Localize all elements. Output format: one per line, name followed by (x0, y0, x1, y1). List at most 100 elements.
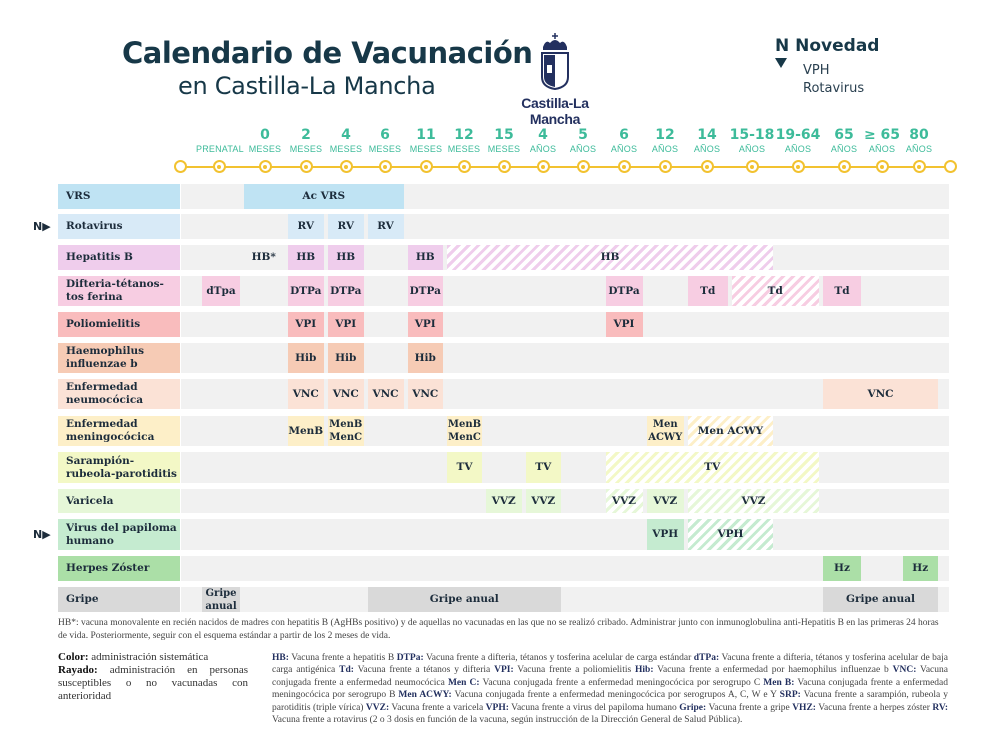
vaccine-dose-cell: HB* (251, 251, 276, 263)
abbreviation-description: Vacuna frente a herpes zóster (815, 702, 933, 713)
age-column-header: PRENATAL (196, 127, 244, 154)
abbreviation-description: Vacuna conjugada frente a enfermedad men… (451, 690, 780, 701)
vaccine-dose-cell: VPI (328, 312, 364, 337)
age-number: 5 (578, 127, 588, 143)
abbreviation: dTPa: (693, 653, 720, 663)
abbreviation-description: Vacuna frente a tétanos y difteria (353, 665, 495, 676)
age-unit: AÑOS (569, 144, 597, 154)
vaccine-dose-cell: Hz (902, 556, 938, 581)
timeline-dot (258, 160, 272, 173)
age-unit: AÑOS (651, 144, 679, 154)
age-number: 4 (341, 127, 351, 143)
timeline-dot (791, 160, 805, 173)
abbreviation: VNC: (892, 665, 917, 676)
age-column-header: ≥ 65 AÑOS (859, 127, 905, 154)
vaccine-dose-cell: VNC (407, 379, 443, 409)
age-number: 2 (301, 127, 311, 143)
abbreviation-description: Vacuna frente a difteria, tétanos y tosf… (423, 653, 694, 663)
hb-footnote: HB*: vacuna monovalente en recién nacido… (58, 618, 939, 641)
row-label: Virus del papiloma humano (58, 519, 180, 550)
age-number: 80 (909, 127, 929, 143)
row-label: Enfermedad meningocócica (58, 416, 180, 446)
vaccine-dose-cell: Hib (287, 343, 324, 373)
age-unit: MESES (289, 144, 323, 154)
abbreviations-legend: HB: Vacuna frente a hepatitis B DTPa: Va… (272, 652, 948, 726)
vaccine-dose-cell: VVZ (605, 489, 643, 513)
abbreviation: Gripe: (679, 702, 707, 713)
age-number: 15-18 (729, 127, 775, 143)
age-number: ≥ 65 (863, 127, 901, 143)
age-unit: MESES (368, 144, 402, 154)
vaccine-dose-cell: DTPa (605, 276, 643, 306)
age-unit: AÑOS (610, 144, 638, 154)
timeline-dot (617, 160, 631, 173)
age-column-header: 6 MESES (362, 127, 408, 154)
age-unit: AÑOS (693, 144, 721, 154)
age-unit: MESES (447, 144, 481, 154)
abbreviation: VHZ: (792, 702, 816, 713)
vaccine-dose-cell: Td (823, 276, 861, 306)
vaccine-dose-cell: HB (407, 245, 443, 270)
abbreviation-description: Vacuna frente a poliomielitis (513, 665, 636, 676)
age-unit: AÑOS (738, 144, 766, 154)
hatch-label: Rayado: (58, 664, 98, 676)
age-unit: AÑOS (868, 144, 896, 154)
timeline-dot (212, 160, 226, 173)
age-number: 4 (538, 127, 548, 143)
age-column-header: 6 AÑOS (601, 127, 647, 154)
abbreviation: Td: (339, 665, 354, 676)
age-column-header: 11 MESES (403, 127, 449, 154)
vaccine-dose-cell: Gripe anual (367, 587, 561, 612)
age-number: 12 (655, 127, 675, 143)
timeline-line (180, 166, 950, 168)
castilla-la-mancha-logo: Castilla-La Mancha (500, 33, 610, 127)
abbreviation-description: Vacuna conjugada frente a enfermedad men… (479, 677, 764, 688)
vaccine-dose-cell: VPI (287, 312, 324, 337)
vaccine-dose-cell: HB (447, 245, 773, 270)
age-unit: MESES (248, 144, 282, 154)
age-column-header: 12 AÑOS (642, 127, 688, 154)
abbreviation: HB: (272, 653, 289, 663)
abbreviation: VPH: (485, 702, 509, 713)
vaccine-dose-cell: RV (367, 214, 404, 239)
age-number: 15 (494, 127, 514, 143)
row-background (181, 556, 949, 581)
timeline-dot (875, 160, 889, 173)
vaccine-dose-cell: RV (328, 214, 364, 239)
age-column-header: 14 AÑOS (684, 127, 730, 154)
vaccine-dose-cell: VVZ (646, 489, 684, 513)
abbreviation-description: Vacuna frente a sarampión, rubeola y par… (272, 690, 948, 713)
age-number: 6 (619, 127, 629, 143)
abbreviation: Hib: (635, 665, 654, 676)
age-number (196, 127, 242, 144)
age-number: 65 (834, 127, 854, 143)
vaccine-dose-cell: VPH (646, 519, 684, 550)
timeline-dot (837, 160, 851, 173)
row-label: Enfermedad neumocócica (58, 379, 180, 409)
row-label: Gripe (58, 587, 180, 612)
hatch-text: administración en personas susceptibles … (58, 664, 248, 702)
timeline-dot (658, 160, 672, 173)
logo-text: Castilla-La Mancha (521, 95, 589, 127)
abbreviation: SRP: (779, 690, 801, 701)
row-background (181, 452, 949, 483)
vaccine-dose-cell: DTPa (287, 276, 324, 306)
novedad-item: Rotavirus (803, 81, 865, 96)
abbreviation-description: Vacuna frente a rotavirus (2 o 3 dosis e… (272, 715, 743, 726)
timeline-dot (700, 160, 714, 173)
age-column-header: 4 MESES (323, 127, 369, 154)
row-background (181, 519, 949, 550)
vaccine-dose-cell: VVZ (525, 489, 561, 513)
vaccine-dose-cell: Hz (823, 556, 861, 581)
abbreviation: VVZ: (365, 702, 390, 713)
vaccine-dose-cell: MenB MenC (447, 416, 482, 446)
row-label: Difteria-tétanos-tos ferina (58, 276, 180, 306)
novedad-item: VPH (803, 63, 830, 78)
abbreviation: DTPa: (396, 653, 424, 663)
age-unit: AÑOS (830, 144, 858, 154)
timeline-dot (173, 160, 187, 173)
abbreviation-description: Vacuna frente a varicela (389, 702, 486, 713)
row-background (181, 489, 949, 513)
novedad-marker: N▶ (33, 220, 51, 233)
abbreviation-description: Vacuna frente a hepatitis B (288, 653, 397, 663)
